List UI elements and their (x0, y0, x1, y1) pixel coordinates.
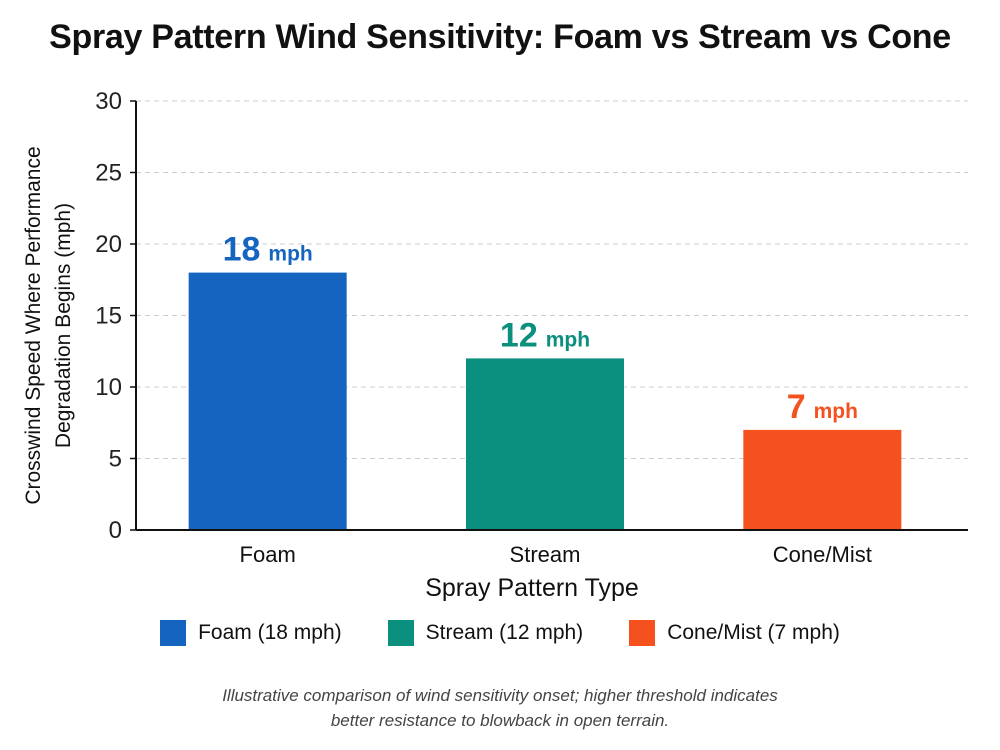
data-label: 7 mph (787, 388, 858, 426)
legend-label-cone-mist: Cone/Mist (7 mph) (667, 621, 840, 644)
bar-stream (466, 358, 624, 530)
legend-label-stream: Stream (12 mph) (425, 621, 584, 644)
y-tick-label: 30 (95, 88, 122, 115)
legend-swatch-cone-mist (629, 620, 656, 646)
data-label: 18 mph (223, 231, 313, 269)
legend-item-cone-mist: Cone/Mist (7 mph) (629, 620, 840, 646)
bars (188, 272, 902, 530)
chart-caption: Illustrative comparison of wind sensitiv… (0, 683, 1000, 733)
y-tick-label: 15 (95, 303, 122, 330)
caption-line-2: better resistance to blowback in open te… (330, 711, 670, 730)
legend-swatch-foam (160, 620, 187, 646)
y-tick-label: 20 (95, 231, 122, 258)
x-axis-label: Spray Pattern Type (425, 574, 639, 602)
legend-item-foam: Foam (18 mph) (160, 620, 342, 646)
legend-swatch-stream (387, 620, 414, 646)
caption-line-1: Illustrative comparison of wind sensitiv… (222, 686, 778, 705)
bar-foam (188, 272, 347, 530)
labels: 0 5 10 15 20 25 30 18 mph Foam 12 mph Stream 7 mph Cone… (22, 88, 872, 602)
axes (130, 100, 968, 531)
y-axis-label: Crosswind Speed Where Performance Degrada… (22, 146, 75, 504)
y-tick-label: 10 (95, 374, 122, 401)
bar-cone-mist (743, 429, 902, 530)
data-label: 12 mph (500, 316, 590, 354)
chart-title: Spray Pattern Wind Sensitivity: Foam vs … (49, 18, 951, 56)
legend-label-foam: Foam (18 mph) (198, 621, 342, 644)
x-tick-label: Foam (240, 542, 296, 567)
x-tick-label: Cone/Mist (773, 542, 872, 567)
y-tick-label: 5 (109, 446, 122, 473)
legend-item-stream: Stream (12 mph) (387, 620, 584, 646)
y-tick-label: 0 (109, 517, 122, 544)
legend: Foam (18 mph) Stream (12 mph) Cone/Mist … (0, 620, 1000, 646)
bar-chart: 0 5 10 15 20 25 30 18 mph Foam 12 mph Stream 7 mph Cone… (22, 88, 968, 602)
y-tick-label: 25 (95, 160, 122, 187)
x-tick-label: Stream (510, 542, 581, 567)
